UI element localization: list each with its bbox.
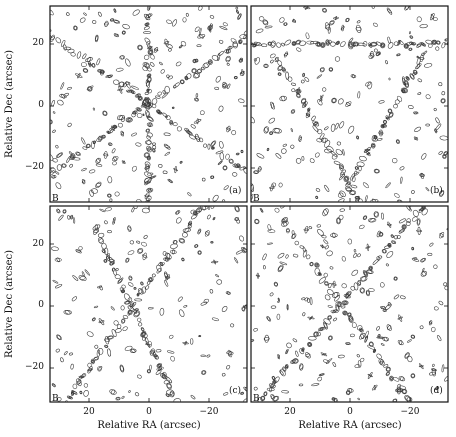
contour-blob [31,182,34,184]
contour-blob [28,16,35,22]
y-tick-labels-top: 20 0 −20 [25,38,44,172]
contour-blob [34,182,40,185]
contour-blob [420,415,422,417]
y-tick-label: 20 [33,239,45,249]
contour-blob [24,17,27,21]
y-tick-label: 20 [33,38,45,48]
contour-blob [44,174,47,177]
contour-blob [426,424,433,431]
x-tick-labels-left: 20 0 −20 [83,407,218,417]
contour-blob [36,181,38,185]
contour-blob [31,182,35,184]
panel-a-tag: (a) [229,185,241,196]
panel-d-corner-mark: B [253,394,260,404]
panel-grid: (a) B (b) B (c) B (d) B [22,0,456,437]
contour-blob [32,22,37,26]
panel-a-corner-mark: B [52,194,59,204]
x-tick-label: 0 [347,407,353,417]
contour-blob [23,17,27,22]
panel-d: (d) B [248,175,456,437]
contour-blob [148,0,152,2]
contour-blob [419,414,421,417]
y-axis-title-top: Relative Dec (arcsec) [4,50,15,158]
contour-blob [147,0,152,4]
contour-blob [29,186,34,190]
y-tick-labels-bottom: 20 0 −20 [25,239,44,372]
contour-blob [32,182,33,184]
panel-b-frame [251,6,448,202]
contour-blob [38,26,44,32]
contour-blob [174,403,180,408]
y-tick-label: 0 [38,300,44,310]
contour-blob [27,184,36,193]
contour-blob [180,410,185,416]
panel-c-tag: (c) [229,385,241,396]
panel-d-tag: (d) [430,385,443,396]
contour-blob [249,406,254,410]
x-tick-labels-right: 20 0 −20 [284,407,419,417]
contour-blob [37,25,46,32]
x-tick-label: 0 [146,407,152,417]
x-axis-title-left: Relative RA (arcsec) [97,420,200,431]
contour-blob [40,28,43,30]
panel-b-tag: (b) [430,185,443,196]
y-tick-label: −20 [25,362,44,372]
contour-blob [180,409,186,417]
contour-blob [24,18,26,21]
contour-blob [426,422,431,427]
x-axis-title-right: Relative RA (arcsec) [298,420,401,431]
x-tick-label: 20 [284,407,296,417]
contour-blob [432,434,436,437]
panel-b-corner-mark: B [253,194,260,204]
contour-blob [33,23,36,26]
contour-blob [423,421,424,423]
contour-blob [179,406,184,411]
contour-blob [189,431,197,437]
contour-blob [30,17,33,22]
contour-blob [248,405,256,410]
contour-blob [451,42,455,47]
panel-c-corner-mark: B [52,394,59,404]
contour-blob [147,1,150,4]
contour-blob [43,173,48,178]
y-tick-label: −20 [25,162,44,172]
y-tick-label: 0 [38,100,44,110]
x-tick-label: 20 [83,407,95,417]
contour-blob [250,406,253,409]
x-tick-label: −20 [200,407,219,417]
contour-blob [426,421,430,428]
contour-blob [422,419,426,425]
x-tick-label: −20 [401,407,420,417]
contour-blob [423,420,425,424]
contour-blob [37,174,45,182]
contour-blob [35,25,40,30]
y-axis-title-bottom: Relative Dec (arcsec) [4,250,15,358]
contour-blob [32,21,37,28]
contour-blob [22,187,27,193]
